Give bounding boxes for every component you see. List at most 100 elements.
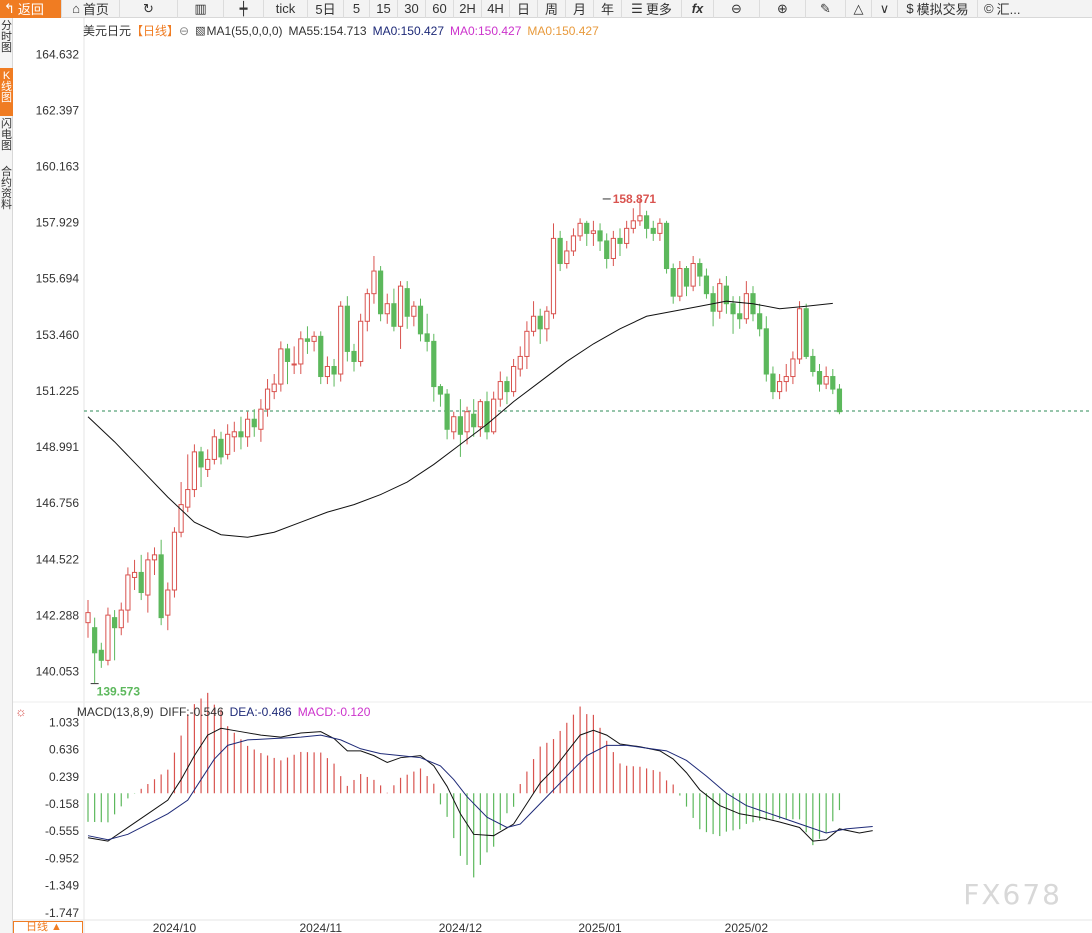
back-button[interactable]: ↰ 返回 bbox=[0, 0, 62, 18]
period-2h[interactable]: 2H bbox=[454, 0, 482, 18]
candle-body bbox=[231, 431, 237, 438]
candle-body bbox=[683, 268, 690, 287]
currency-button[interactable]: © 汇... bbox=[984, 1, 1021, 17]
candle-body bbox=[218, 438, 224, 458]
period-4h[interactable]: 4H bbox=[482, 0, 510, 18]
back-arrow-icon: ↰ bbox=[4, 0, 15, 16]
candle-body bbox=[544, 310, 550, 330]
candle-body bbox=[98, 649, 104, 661]
macd-legend: ☼ MACD(13,8,9) DIFF:-0.546 DEA:-0.486 MA… bbox=[15, 704, 370, 719]
price-tick-label: 155.694 bbox=[36, 272, 80, 286]
price-tick-label: 146.756 bbox=[36, 496, 80, 510]
price-tick-label: 142.288 bbox=[36, 608, 80, 622]
candle-chart-button[interactable]: ┿ bbox=[224, 0, 264, 18]
candle-body bbox=[777, 381, 783, 393]
candle-body bbox=[198, 451, 204, 468]
period-selector[interactable]: 日线 ▲ bbox=[13, 921, 83, 933]
candle-body bbox=[757, 313, 763, 330]
macd-tick-label: 0.636 bbox=[49, 743, 79, 757]
candle-body bbox=[464, 411, 470, 433]
candle-body bbox=[677, 268, 683, 297]
tab-contract-info[interactable]: 合约资料 bbox=[1, 166, 12, 211]
candle-body bbox=[424, 333, 430, 342]
candle-body bbox=[384, 303, 390, 315]
candle-body bbox=[697, 263, 703, 277]
candle-body bbox=[796, 308, 803, 360]
candle-body bbox=[318, 335, 324, 378]
tab-timeshare[interactable]: 分时图 bbox=[1, 20, 12, 54]
candle-body bbox=[105, 614, 111, 661]
candle-body bbox=[178, 504, 184, 533]
period-week[interactable]: 周 bbox=[538, 0, 566, 18]
time-tick-label: 2025/02 bbox=[725, 921, 769, 933]
candle-body bbox=[597, 230, 603, 242]
draw-wave-button[interactable]: ∨ bbox=[872, 0, 898, 18]
bar-chart-button[interactable]: ▥ bbox=[178, 0, 224, 18]
zoom-out-button[interactable]: ⊖ bbox=[714, 0, 760, 18]
candle-body bbox=[810, 355, 816, 373]
candle-body bbox=[504, 381, 510, 393]
candle-body bbox=[703, 275, 710, 295]
min-price-label: 139.573 bbox=[97, 685, 141, 699]
more-button[interactable]: ☰ 更多 bbox=[622, 0, 682, 18]
period-tick[interactable]: tick bbox=[264, 0, 308, 18]
candle-body bbox=[151, 554, 158, 561]
period-year[interactable]: 年 bbox=[594, 0, 622, 18]
candle-body bbox=[171, 531, 178, 591]
candle-body bbox=[264, 388, 271, 410]
candle-body bbox=[284, 348, 291, 362]
chart-canvas[interactable]: 164.632 162.397 160.163 157.929 155.694 153.4… bbox=[13, 18, 1092, 933]
tab-kline[interactable]: K线图 bbox=[0, 68, 13, 116]
candle-body bbox=[790, 358, 796, 378]
settings-icon[interactable]: ☼ bbox=[15, 704, 27, 719]
candle-body bbox=[125, 574, 131, 611]
candle-body bbox=[291, 363, 297, 366]
candle-body bbox=[165, 589, 171, 616]
kline-chart[interactable]: 164.632 162.397 160.163 157.929 155.694 153.4… bbox=[13, 18, 1092, 933]
currency-icon: © bbox=[984, 1, 994, 16]
candle-body bbox=[211, 436, 217, 460]
tab-lightning[interactable]: 闪电图 bbox=[1, 118, 12, 152]
formula-button[interactable]: fx bbox=[682, 0, 714, 18]
candle-body bbox=[491, 398, 497, 433]
price-tick-label: 164.632 bbox=[36, 47, 80, 61]
candle-body bbox=[364, 293, 370, 322]
candle-body bbox=[298, 338, 304, 365]
toolbar: ↰ 返回 ⌂ 首页 ↻ ▥ ┿ tick 5日 5 15 30 60 2H 4H 日… bbox=[0, 0, 1092, 18]
candle-body bbox=[644, 215, 650, 229]
period-60[interactable]: 60 bbox=[426, 0, 454, 18]
ma0-label-1: MA0:150.427 bbox=[372, 23, 444, 38]
period-month[interactable]: 月 bbox=[566, 0, 594, 18]
collapse-icon[interactable]: ⊖ bbox=[179, 23, 190, 38]
candle-body bbox=[690, 263, 696, 287]
period-30[interactable]: 30 bbox=[398, 0, 426, 18]
period-5[interactable]: 5 bbox=[344, 0, 370, 18]
period-label: 【日线】 bbox=[131, 24, 180, 38]
draw-pen-button[interactable]: ✎ bbox=[806, 0, 846, 18]
candle-body bbox=[391, 303, 397, 327]
candle-body bbox=[85, 612, 91, 624]
period-5day[interactable]: 5日 bbox=[308, 0, 344, 18]
macd-tick-label: 1.033 bbox=[49, 716, 79, 730]
candle-body bbox=[344, 305, 350, 352]
candle-body bbox=[783, 376, 789, 383]
ma55-line bbox=[87, 300, 833, 538]
price-legend: 美元日元 【日线】 ⊖ ▧ MA1(55,0,0,0) MA55:154.713… bbox=[83, 22, 599, 39]
candle-body bbox=[404, 288, 410, 317]
menu-icon: ☰ bbox=[631, 0, 643, 16]
candle-body bbox=[650, 227, 656, 234]
home-button[interactable]: ⌂ 首页 bbox=[62, 0, 120, 18]
period-day[interactable]: 日 bbox=[510, 0, 538, 18]
candle-body bbox=[311, 335, 317, 342]
draw-triangle-button[interactable]: △ bbox=[846, 0, 872, 18]
candle-body bbox=[118, 609, 124, 629]
refresh-icon: ↻ bbox=[143, 0, 154, 16]
zoom-in-button[interactable]: ⊕ bbox=[760, 0, 806, 18]
indicator-icon: ▧ bbox=[195, 25, 206, 37]
macd-tick-label: -1.747 bbox=[45, 906, 79, 920]
period-15[interactable]: 15 bbox=[370, 0, 398, 18]
candle-body bbox=[138, 571, 144, 594]
refresh-button[interactable]: ↻ bbox=[120, 0, 178, 18]
candle-body bbox=[417, 305, 424, 335]
sim-trade-button[interactable]: $ 模拟交易 bbox=[898, 0, 978, 18]
